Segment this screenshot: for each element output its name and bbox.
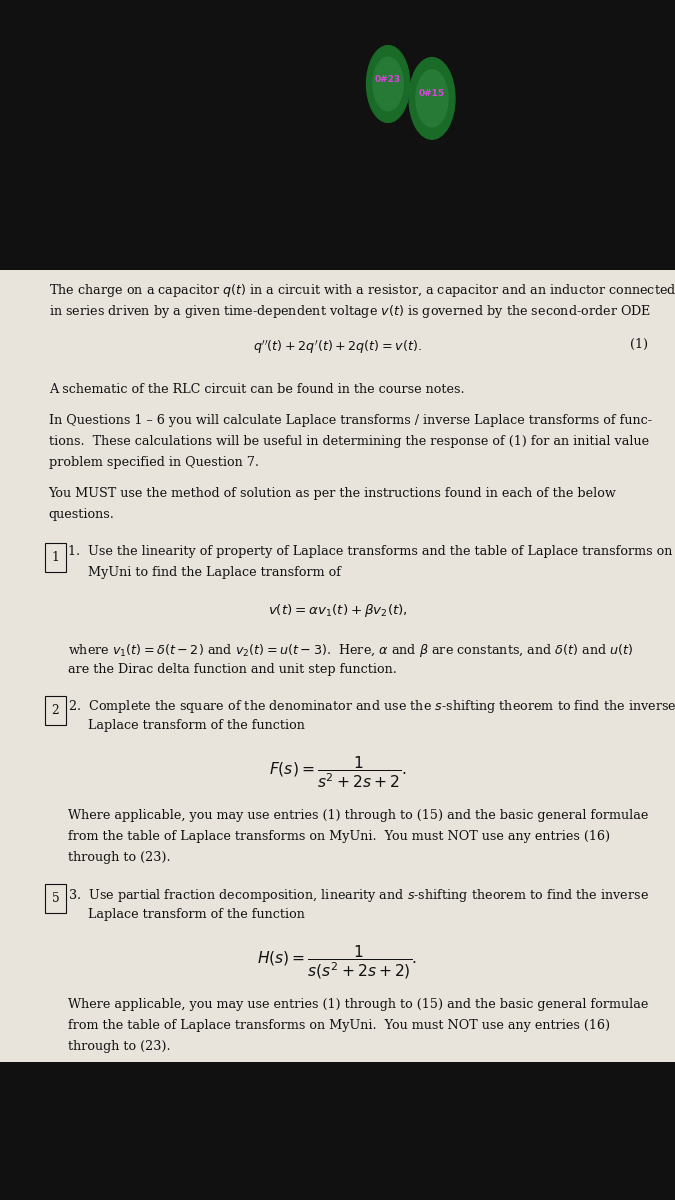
Text: You MUST use the method of solution as per the instructions found in each of the: You MUST use the method of solution as p… (49, 486, 616, 499)
Text: Laplace transform of the function: Laplace transform of the function (68, 719, 304, 732)
Text: $H(s) = \dfrac{1}{s(s^2 + 2s + 2)}.$: $H(s) = \dfrac{1}{s(s^2 + 2s + 2)}.$ (257, 943, 418, 980)
Text: $F(s) = \dfrac{1}{s^2 + 2s + 2}.$: $F(s) = \dfrac{1}{s^2 + 2s + 2}.$ (269, 755, 406, 791)
Text: $q''(t) + 2q'(t) + 2q(t) = v(t).$: $q''(t) + 2q'(t) + 2q(t) = v(t).$ (253, 338, 422, 356)
Text: 1: 1 (51, 551, 59, 564)
Text: 0#15: 0#15 (419, 89, 445, 98)
Text: from the table of Laplace transforms on MyUni.  You must NOT use any entries (16: from the table of Laplace transforms on … (68, 1019, 610, 1032)
Text: tions.  These calculations will be useful in determining the response of (1) for: tions. These calculations will be useful… (49, 434, 649, 448)
FancyBboxPatch shape (0, 270, 675, 1062)
FancyBboxPatch shape (45, 696, 66, 725)
Text: in series driven by a given time-dependent voltage $v(t)$ is governed by the sec: in series driven by a given time-depende… (49, 302, 651, 320)
Circle shape (416, 70, 448, 127)
Text: 5: 5 (51, 892, 59, 905)
Text: In Questions 1 – 6 you will calculate Laplace transforms / inverse Laplace trans: In Questions 1 – 6 you will calculate La… (49, 414, 651, 427)
Text: 3.  Use partial fraction decomposition, linearity and $s$-shifting theorem to fi: 3. Use partial fraction decomposition, l… (68, 887, 649, 904)
Text: A schematic of the RLC circuit can be found in the course notes.: A schematic of the RLC circuit can be fo… (49, 383, 464, 396)
Text: 2.  Complete the square of the denominator and use the $s$-shifting theorem to f: 2. Complete the square of the denominato… (68, 698, 675, 715)
Text: through to (23).: through to (23). (68, 1039, 170, 1052)
Text: (1): (1) (630, 338, 648, 352)
Circle shape (409, 58, 455, 139)
Text: are the Dirac delta function and unit step function.: are the Dirac delta function and unit st… (68, 662, 396, 676)
Text: questions.: questions. (49, 508, 115, 521)
Text: where $v_1(t) = \delta(t-2)$ and $v_2(t) = u(t-3)$.  Here, $\alpha$ and $\beta$ : where $v_1(t) = \delta(t-2)$ and $v_2(t)… (68, 642, 633, 659)
Text: $v(t) = \alpha v_1(t) + \beta v_2(t),$: $v(t) = \alpha v_1(t) + \beta v_2(t),$ (267, 601, 408, 619)
FancyBboxPatch shape (45, 884, 66, 913)
Text: 2: 2 (51, 703, 59, 716)
Text: Where applicable, you may use entries (1) through to (15) and the basic general : Where applicable, you may use entries (1… (68, 809, 648, 822)
FancyBboxPatch shape (45, 542, 66, 571)
Text: 0#23: 0#23 (375, 74, 401, 84)
Text: Where applicable, you may use entries (1) through to (15) and the basic general : Where applicable, you may use entries (1… (68, 997, 648, 1010)
Circle shape (373, 58, 403, 110)
Text: Laplace transform of the function: Laplace transform of the function (68, 907, 304, 920)
Text: through to (23).: through to (23). (68, 851, 170, 864)
Text: from the table of Laplace transforms on MyUni.  You must NOT use any entries (16: from the table of Laplace transforms on … (68, 830, 610, 844)
Text: problem specified in Question 7.: problem specified in Question 7. (49, 456, 259, 469)
Circle shape (367, 46, 410, 122)
Text: MyUni to find the Laplace transform of: MyUni to find the Laplace transform of (68, 566, 340, 580)
Text: 1.  Use the linearity of property of Laplace transforms and the table of Laplace: 1. Use the linearity of property of Lapl… (68, 545, 672, 558)
Text: The charge on a capacitor $q(t)$ in a circuit with a resistor, a capacitor and a: The charge on a capacitor $q(t)$ in a ci… (49, 282, 675, 299)
